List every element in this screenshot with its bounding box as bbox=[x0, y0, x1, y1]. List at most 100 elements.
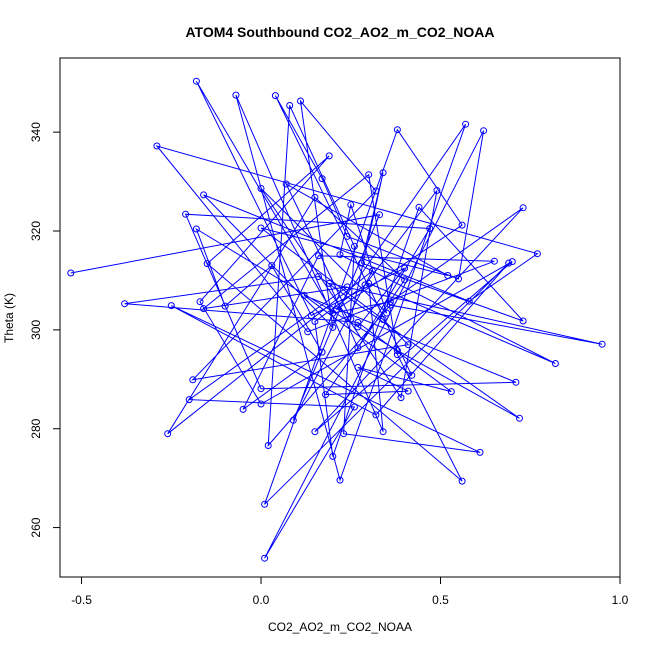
y-axis: 260 280 300 320 340 bbox=[29, 122, 61, 538]
y-tick-label: 300 bbox=[29, 320, 43, 340]
data-point bbox=[322, 391, 330, 399]
data-point bbox=[336, 476, 344, 484]
y-tick-label: 280 bbox=[29, 418, 43, 438]
data-point bbox=[189, 376, 197, 384]
data-point bbox=[343, 232, 351, 240]
data-point bbox=[261, 554, 269, 562]
data-point bbox=[386, 298, 394, 306]
data-point bbox=[393, 347, 401, 355]
data-point bbox=[311, 193, 319, 201]
data-point bbox=[404, 387, 412, 395]
x-axis-label: CO2_AO2_m_CO2_NOAA bbox=[268, 620, 412, 634]
data-point bbox=[458, 221, 466, 229]
data-point bbox=[383, 309, 391, 317]
data-point bbox=[261, 500, 269, 508]
data-point bbox=[350, 242, 358, 250]
data-point bbox=[325, 279, 333, 287]
data-point bbox=[257, 224, 265, 232]
data-point bbox=[462, 120, 470, 128]
data-point bbox=[239, 405, 247, 413]
data-point bbox=[257, 185, 265, 192]
data-point bbox=[598, 340, 606, 348]
data-point bbox=[365, 279, 373, 287]
chart-title: ATOM4 Southbound CO2_AO2_m_CO2_NOAA bbox=[185, 24, 494, 40]
data-point bbox=[455, 275, 462, 283]
data-point bbox=[325, 152, 333, 160]
x-tick-label: -0.5 bbox=[71, 593, 92, 607]
data-point bbox=[533, 250, 541, 258]
data-point bbox=[516, 414, 523, 422]
data-point bbox=[315, 273, 322, 280]
series-line bbox=[70, 80, 603, 559]
data-point bbox=[408, 371, 416, 379]
data-point bbox=[343, 283, 351, 291]
data-point bbox=[426, 225, 434, 232]
data-point bbox=[404, 341, 412, 349]
data-point bbox=[318, 348, 326, 356]
data-point bbox=[512, 378, 520, 386]
data-point bbox=[192, 225, 200, 233]
data-point bbox=[505, 259, 513, 267]
data-point bbox=[164, 430, 172, 438]
data-point bbox=[376, 211, 383, 219]
data-point bbox=[121, 300, 129, 308]
data-point bbox=[182, 210, 190, 218]
data-point bbox=[372, 187, 380, 195]
data-point bbox=[444, 272, 452, 279]
x-axis: -0.5 0.0 0.5 1.0 bbox=[71, 576, 629, 607]
data-point bbox=[508, 258, 516, 266]
data-point bbox=[386, 301, 394, 309]
data-point bbox=[297, 97, 304, 105]
data-point bbox=[379, 428, 387, 436]
x-tick-label: 1.0 bbox=[612, 593, 629, 607]
data-point bbox=[379, 316, 387, 323]
data-point bbox=[329, 309, 337, 317]
x-tick-label: 0.5 bbox=[432, 593, 449, 607]
data-point bbox=[361, 281, 369, 289]
data-point bbox=[286, 102, 294, 109]
data-point bbox=[300, 291, 308, 299]
data-point bbox=[354, 323, 362, 331]
data-point bbox=[268, 262, 276, 270]
data-point bbox=[200, 305, 208, 313]
data-point bbox=[203, 260, 211, 268]
data-point bbox=[264, 442, 272, 449]
data-point bbox=[282, 180, 290, 188]
data-point bbox=[232, 91, 240, 99]
data-point bbox=[329, 323, 337, 331]
data-point bbox=[347, 315, 355, 323]
data-point bbox=[311, 318, 319, 325]
data-point bbox=[368, 267, 376, 275]
data-point bbox=[332, 306, 340, 314]
data-point bbox=[379, 169, 387, 177]
data-point bbox=[350, 403, 358, 411]
y-tick-label: 260 bbox=[29, 517, 43, 537]
data-point bbox=[221, 302, 229, 310]
data-point bbox=[433, 187, 441, 194]
data-point bbox=[358, 259, 365, 267]
data-point bbox=[458, 477, 466, 485]
data-point bbox=[519, 204, 527, 212]
data-point bbox=[185, 396, 193, 404]
data-point bbox=[257, 400, 265, 408]
data-point bbox=[307, 312, 315, 319]
data-point bbox=[476, 448, 484, 456]
y-tick-label: 340 bbox=[29, 122, 43, 142]
data-point bbox=[200, 191, 208, 199]
data-point bbox=[401, 264, 409, 272]
data-point bbox=[196, 298, 204, 306]
y-axis-label: Theta (K) bbox=[2, 293, 16, 343]
data-point bbox=[304, 328, 312, 336]
data-point bbox=[354, 363, 362, 371]
data-point bbox=[340, 430, 348, 438]
data-point bbox=[336, 251, 344, 259]
data-point bbox=[354, 344, 362, 352]
data-point bbox=[401, 276, 409, 284]
data-point bbox=[465, 297, 473, 305]
data-point bbox=[393, 351, 401, 359]
data-point bbox=[257, 385, 265, 393]
y-tick-label: 320 bbox=[29, 221, 43, 241]
data-point bbox=[311, 428, 319, 436]
data-point bbox=[192, 77, 200, 85]
